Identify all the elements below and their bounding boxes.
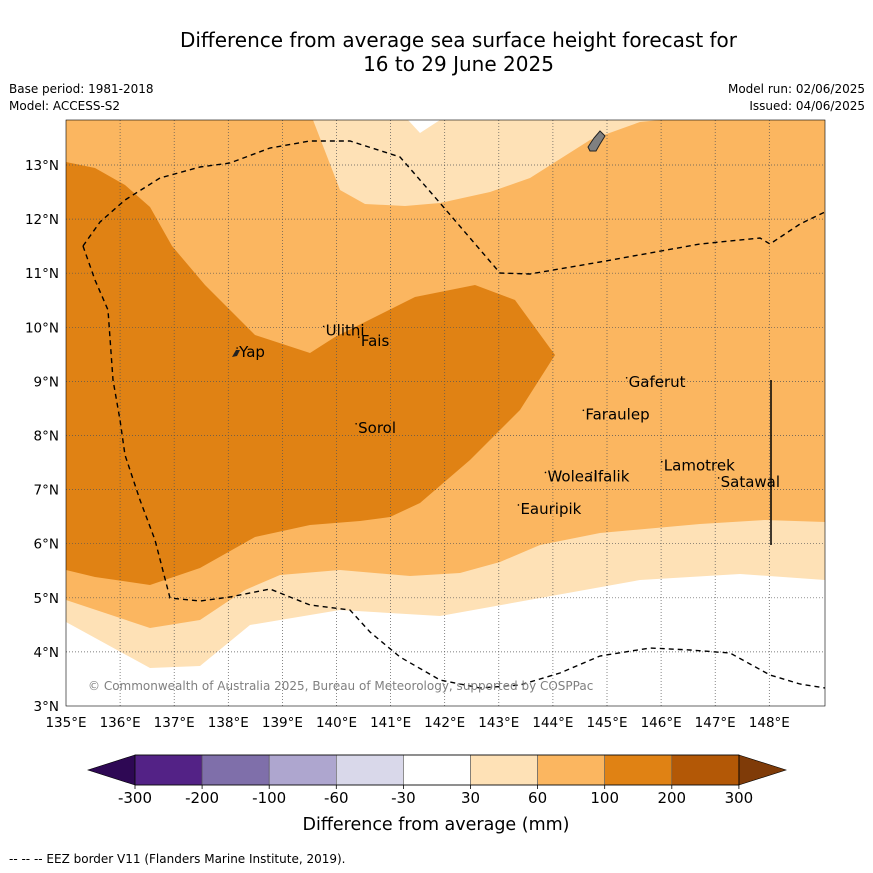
base-period: Base period: 1981-2018 <box>9 82 154 96</box>
place-label: Gaferut <box>629 373 686 391</box>
place-label: Satawal <box>721 473 780 491</box>
place-marker <box>590 471 593 474</box>
model-name: Model: ACCESS-S2 <box>9 99 121 113</box>
colorbar-tick-label: -60 <box>324 789 349 807</box>
eez-border-west <box>82 245 825 689</box>
place-marker <box>582 409 585 412</box>
eez-footnote: -- -- -- EEZ border V11 (Flanders Marine… <box>9 852 346 866</box>
eez-border <box>82 140 825 689</box>
lon-tick-label: 137°E <box>154 715 195 731</box>
lat-tick-label: 4°N <box>34 645 59 661</box>
colorbar-tick-label: 30 <box>461 789 480 807</box>
copyright-notice: © Commonwealth of Australia 2025, Bureau… <box>88 679 593 693</box>
colorbar-extend-low <box>87 754 136 786</box>
colorbar-tick-label: 200 <box>657 789 686 807</box>
colorbar-tick-label: -300 <box>118 789 152 807</box>
lat-tick-label: 11°N <box>25 266 59 282</box>
lat-tick-label: 13°N <box>25 158 59 174</box>
colorbar-segment <box>604 754 673 786</box>
lat-tick-label: 7°N <box>34 483 59 499</box>
lon-tick-label: 136°E <box>100 715 141 731</box>
model-run: Model run: 02/06/2025 <box>727 82 865 96</box>
colorbar-tick-label: 300 <box>725 789 754 807</box>
lon-tick-label: 142°E <box>424 715 465 731</box>
place-label: Sorol <box>358 419 396 437</box>
lon-tick-label: 139°E <box>262 715 303 731</box>
map-frame <box>65 119 826 707</box>
colorbar-tick-label: -200 <box>185 789 219 807</box>
lat-tick-label: 5°N <box>34 591 59 607</box>
place-marker <box>625 377 628 379</box>
place-marker <box>358 336 360 339</box>
graticule <box>66 120 825 706</box>
yap-island <box>232 350 240 357</box>
colorbar-segment <box>671 754 740 786</box>
place-label: Ifalik <box>593 467 629 485</box>
lat-tick-label: 10°N <box>25 320 59 336</box>
place-marker <box>355 422 357 425</box>
colorbar-segment <box>537 754 605 786</box>
lat-tick-label: 12°N <box>25 212 59 228</box>
place-label: Woleai <box>547 467 597 485</box>
lon-tick-label: 138°E <box>208 715 249 731</box>
place-label: Lamotrek <box>664 457 735 475</box>
colorbar-tick-label: -30 <box>391 789 416 807</box>
axis-ticks: 135°E 136°E 137°E 138°E 139°E 140°E 141°E 142°E… <box>25 158 790 731</box>
colorbar-label: Difference from average (mm) <box>302 815 569 835</box>
lon-tick-label: 135°E <box>45 715 86 731</box>
colorbar-segment <box>268 754 337 786</box>
colorbar-tick-label: -100 <box>252 789 286 807</box>
lat-tick-label: 6°N <box>34 537 59 553</box>
colorbar-tick-label: 100 <box>590 789 619 807</box>
map-title-line2: 16 to 29 June 2025 <box>363 52 554 76</box>
eez-border-north <box>82 140 825 275</box>
sea-height-contours <box>66 120 825 706</box>
place-label: Eauripik <box>520 500 581 518</box>
colorbar-outline <box>134 754 740 786</box>
place-label: Faraulep <box>585 405 649 423</box>
contour-white-notch <box>408 120 440 133</box>
colorbar-segment <box>201 754 270 786</box>
lat-tick-label: 8°N <box>34 429 59 445</box>
lat-tick-label: 9°N <box>34 374 59 390</box>
issued-date: Issued: 04/06/2025 <box>749 99 865 113</box>
place-marker <box>661 460 663 463</box>
lon-tick-label: 148°E <box>749 715 790 731</box>
lat-tick-label: 3°N <box>34 699 59 715</box>
place-marker <box>544 471 547 474</box>
colorbar-segment <box>335 754 404 786</box>
place-marker <box>517 504 520 506</box>
place-label: Ulithi <box>326 321 365 339</box>
colorbar-segment <box>134 754 203 786</box>
colorbar-extend-high <box>738 754 787 786</box>
lon-tick-label: 143°E <box>478 715 519 731</box>
place-marker <box>236 347 238 349</box>
lon-tick-label: 141°E <box>370 715 411 731</box>
guam-island <box>587 130 606 152</box>
colorbar-segment <box>470 754 538 786</box>
lon-tick-label: 145°E <box>586 715 627 731</box>
place-marker <box>322 325 325 328</box>
map-title-line1: Difference from average sea surface heig… <box>179 28 738 52</box>
place-marker <box>717 477 720 479</box>
lon-tick-label: 146°E <box>641 715 682 731</box>
lon-tick-label: 147°E <box>695 715 736 731</box>
contour-band-100-200 <box>66 162 555 585</box>
colorbar-tick-label: 60 <box>528 789 547 807</box>
place-label: Fais <box>361 332 390 350</box>
colorbar-segment <box>403 754 471 786</box>
lon-tick-label: 140°E <box>316 715 357 731</box>
colorbar: -300 -200 -100 -60 -30 30 60 100 200 300 <box>87 754 787 807</box>
place-label: Yap <box>238 343 265 361</box>
lon-tick-label: 144°E <box>532 715 573 731</box>
